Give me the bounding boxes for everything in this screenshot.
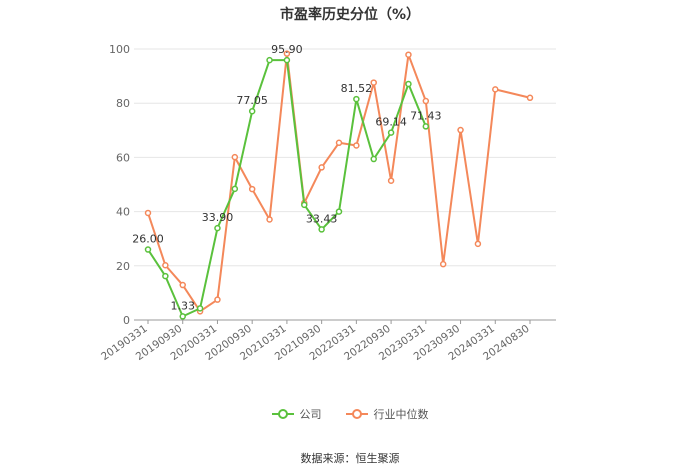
data-point-company-20190331 — [144, 246, 152, 253]
data-point-industry-median-20230331 — [422, 97, 430, 105]
y-tick-label-0: 0 — [123, 314, 130, 327]
legend-label-industry-median: 行业中位数 — [373, 408, 429, 421]
y-tick-label-100: 100 — [109, 43, 130, 56]
data-point-industry-median-20240331 — [492, 86, 499, 93]
data-point-company-20210331 — [283, 56, 291, 64]
data-label-company-20210930: 33.43 — [306, 212, 338, 225]
data-point-company-20220930 — [387, 129, 395, 136]
data-point-industry-median-20200930 — [248, 185, 256, 193]
data-point-industry-median-20211231 — [335, 139, 343, 147]
data-point-company-20210930 — [318, 226, 325, 233]
data-point-industry-median-20230630 — [439, 260, 447, 268]
data-point-industry-median-20190630 — [162, 262, 169, 269]
data-point-company-20211231 — [335, 208, 343, 215]
data-label-company-20220331: 81.52 — [341, 82, 373, 95]
data-point-industry-median-20210930 — [318, 164, 325, 171]
data-point-industry-median-20240830 — [526, 94, 534, 102]
data-point-company-20190930 — [179, 313, 186, 320]
data-point-industry-median-20190331 — [144, 209, 152, 217]
data-point-industry-median-20230930 — [457, 126, 464, 134]
chart-title: 市盈率历史分位（%） — [279, 7, 421, 23]
data-point-company-20191231 — [196, 305, 204, 312]
series-line-company — [147, 59, 427, 318]
data-point-industry-median-20220331 — [353, 142, 360, 149]
data-point-company-20200930 — [248, 107, 256, 115]
legend-swatch-company — [271, 409, 294, 419]
data-label-company-20200930: 77.05 — [236, 94, 268, 107]
data-point-company-20200331 — [214, 224, 221, 232]
data-point-company-20221231 — [405, 80, 412, 88]
data-point-company-20220331 — [353, 95, 360, 103]
data-label-company-20230331: 71.43 — [410, 109, 442, 122]
data-label-company-20210331: 95.90 — [271, 43, 303, 56]
data-label-company-20190331: 26.00 — [132, 233, 164, 246]
data-point-company-20210630 — [301, 201, 308, 209]
data-point-company-20201231 — [266, 56, 273, 64]
data-point-industry-median-20220930 — [387, 177, 395, 184]
y-tick-label-20: 20 — [116, 260, 130, 273]
data-label-company-20190930: 1.33 — [170, 299, 195, 312]
data-point-company-20200630 — [231, 185, 239, 193]
y-tick-label-40: 40 — [116, 206, 130, 219]
data-point-industry-median-20201231 — [266, 216, 273, 223]
data-point-company-20230331 — [422, 123, 430, 130]
data-point-industry-median-20210331 — [283, 50, 291, 57]
data-point-industry-median-20231231 — [474, 240, 482, 248]
data-point-industry-median-20220630 — [370, 79, 377, 86]
data-point-industry-median-20200331 — [214, 296, 221, 303]
data-point-industry-median-20221231 — [405, 51, 412, 58]
data-label-company-20200331: 33.90 — [202, 211, 234, 224]
legend: 公司 行业中位数 — [0, 406, 700, 422]
data-source: 数据来源：恒生聚源 — [300, 452, 400, 465]
legend-swatch-industry-median — [345, 409, 368, 419]
y-tick-label-80: 80 — [116, 97, 130, 110]
y-tick-label-60: 60 — [116, 151, 130, 164]
data-point-company-20220630 — [370, 155, 377, 163]
series-line-industry-median — [147, 52, 531, 313]
legend-item-company[interactable]: 公司 — [271, 406, 322, 422]
data-label-company-20220930: 69.14 — [375, 116, 407, 129]
legend-item-industry-median[interactable]: 行业中位数 — [345, 406, 429, 422]
data-point-company-20190630 — [162, 272, 169, 280]
legend-label-company: 公司 — [299, 408, 322, 421]
data-point-industry-median-20200630 — [231, 153, 239, 161]
data-point-industry-median-20190930 — [179, 281, 186, 289]
